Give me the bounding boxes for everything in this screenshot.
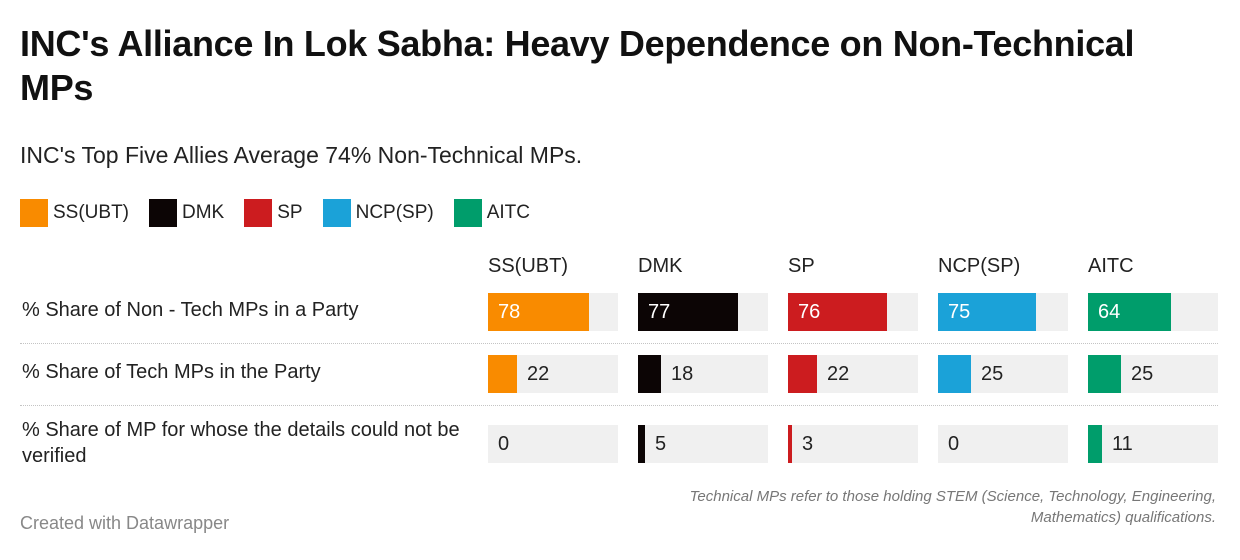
bar-sp [788, 355, 817, 393]
bar-ncp-sp [938, 293, 1036, 331]
value-label: 18 [671, 363, 694, 385]
bar-sp [788, 425, 792, 463]
bar-cell-dmk: 77 [638, 293, 768, 331]
column-header-sp: SP [788, 255, 815, 277]
value-label: 0 [498, 433, 510, 455]
bar-cell-ncp-sp: 0 [938, 425, 1068, 463]
bar-cell-aitc: 11 [1088, 425, 1218, 463]
column-header-ss-ubt: SS(UBT) [488, 255, 568, 277]
value-label: 75 [948, 301, 971, 323]
row-label: % Share of Non - Tech MPs in a Party [22, 299, 359, 321]
bar-cell-ncp-sp: 75 [938, 293, 1068, 331]
column-header-dmk: DMK [638, 255, 683, 277]
bar-cell-aitc: 25 [1088, 355, 1218, 393]
bar-dmk [638, 355, 661, 393]
credit-link[interactable]: Created with Datawrapper [20, 513, 230, 533]
value-label: 25 [981, 363, 1004, 385]
bar-cell-sp: 22 [788, 355, 918, 393]
bar-cell-dmk: 18 [638, 355, 768, 393]
legend-label: SP [277, 202, 303, 223]
bar-cell-ss-ubt: 78 [488, 293, 618, 331]
value-label: 76 [798, 301, 821, 323]
column-header-aitc: AITC [1088, 255, 1134, 277]
bar-cell-sp: 76 [788, 293, 918, 331]
bar-dmk [638, 293, 738, 331]
legend-item-ss-ubt: SS(UBT) [20, 199, 129, 227]
chart-title: INC's Alliance In Lok Sabha: Heavy Depen… [20, 23, 1135, 108]
bar-cell-sp: 3 [788, 425, 918, 463]
legend-swatch-dmk [149, 199, 177, 227]
bar-cell-dmk: 5 [638, 425, 768, 463]
value-label: 78 [498, 301, 521, 323]
bar-ss-ubt [488, 355, 517, 393]
chart-subtitle: INC's Top Five Allies Average 74% Non-Te… [20, 142, 583, 168]
value-label: 25 [1131, 363, 1154, 385]
legend-label: SS(UBT) [53, 202, 129, 223]
legend-swatch-ss-ubt [20, 199, 48, 227]
row-divider [20, 405, 1218, 406]
legend-item-sp: SP [244, 199, 303, 227]
row-divider [20, 343, 1218, 344]
value-label: 3 [802, 433, 814, 455]
value-label: 22 [827, 363, 850, 385]
value-label: 0 [948, 433, 960, 455]
row-label: % Share of MP for whose the details coul… [22, 419, 460, 467]
legend-label: AITC [486, 202, 530, 223]
value-label: 22 [527, 363, 550, 385]
legend-item-ncp-sp: NCP(SP) [322, 199, 434, 227]
legend-swatch-sp [244, 199, 273, 227]
column-header-ncp-sp: NCP(SP) [938, 255, 1021, 277]
legend-swatch-ncp-sp [322, 199, 351, 227]
legend-item-aitc: AITC [453, 199, 530, 227]
bar-ncp-sp [938, 355, 971, 393]
bar-cell-ss-ubt: 22 [488, 355, 618, 393]
row-label: % Share of Tech MPs in the Party [22, 361, 321, 383]
legend-label: DMK [182, 202, 225, 223]
footnote: Technical MPs refer to those holding STE… [689, 488, 1216, 526]
bar-dmk [638, 425, 645, 463]
legend-label: NCP(SP) [355, 202, 434, 223]
legend-item-dmk: DMK [149, 199, 224, 227]
legend-swatch-aitc [453, 199, 482, 227]
bar-aitc [1088, 425, 1102, 463]
bar-cell-ncp-sp: 25 [938, 355, 1068, 393]
value-label: 5 [655, 433, 667, 455]
bar-aitc [1088, 355, 1121, 393]
bar-aitc [1088, 293, 1171, 331]
bar-ss-ubt [488, 293, 589, 331]
value-label: 11 [1112, 433, 1133, 455]
legend: SS(UBT) DMK SP NCP(SP) AITC [20, 199, 550, 227]
value-label: 77 [648, 301, 671, 323]
bar-cell-ss-ubt: 0 [488, 425, 618, 463]
bar-cell-aitc: 64 [1088, 293, 1218, 331]
value-label: 64 [1098, 301, 1121, 323]
bar-sp [788, 293, 887, 331]
